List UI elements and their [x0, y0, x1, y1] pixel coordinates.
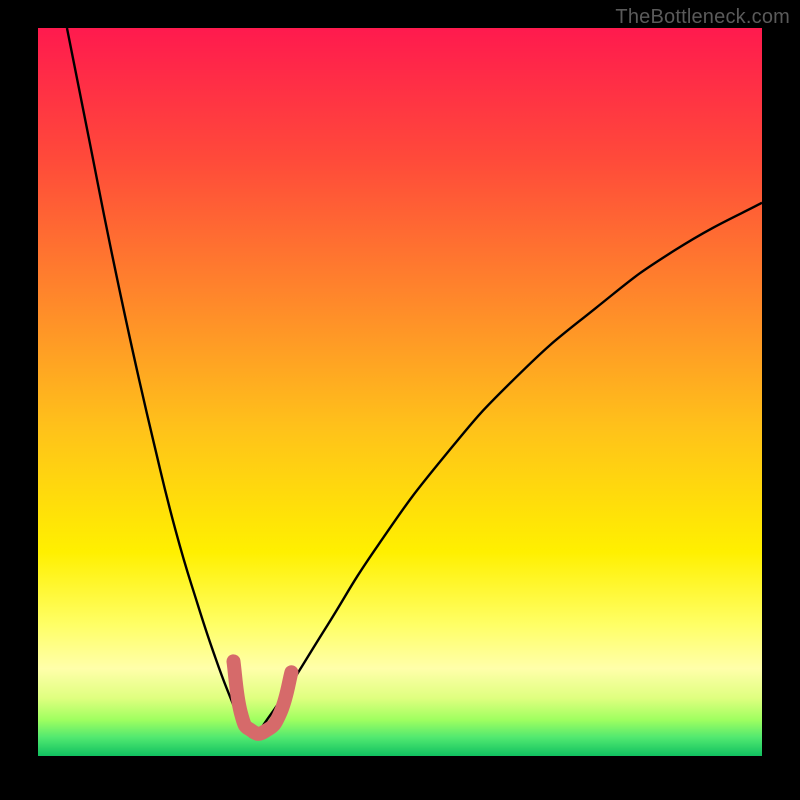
bottleneck-chart — [0, 0, 800, 800]
watermark-text: TheBottleneck.com — [615, 6, 790, 29]
plot-background — [38, 28, 762, 756]
chart-container: TheBottleneck.com — [0, 0, 800, 800]
